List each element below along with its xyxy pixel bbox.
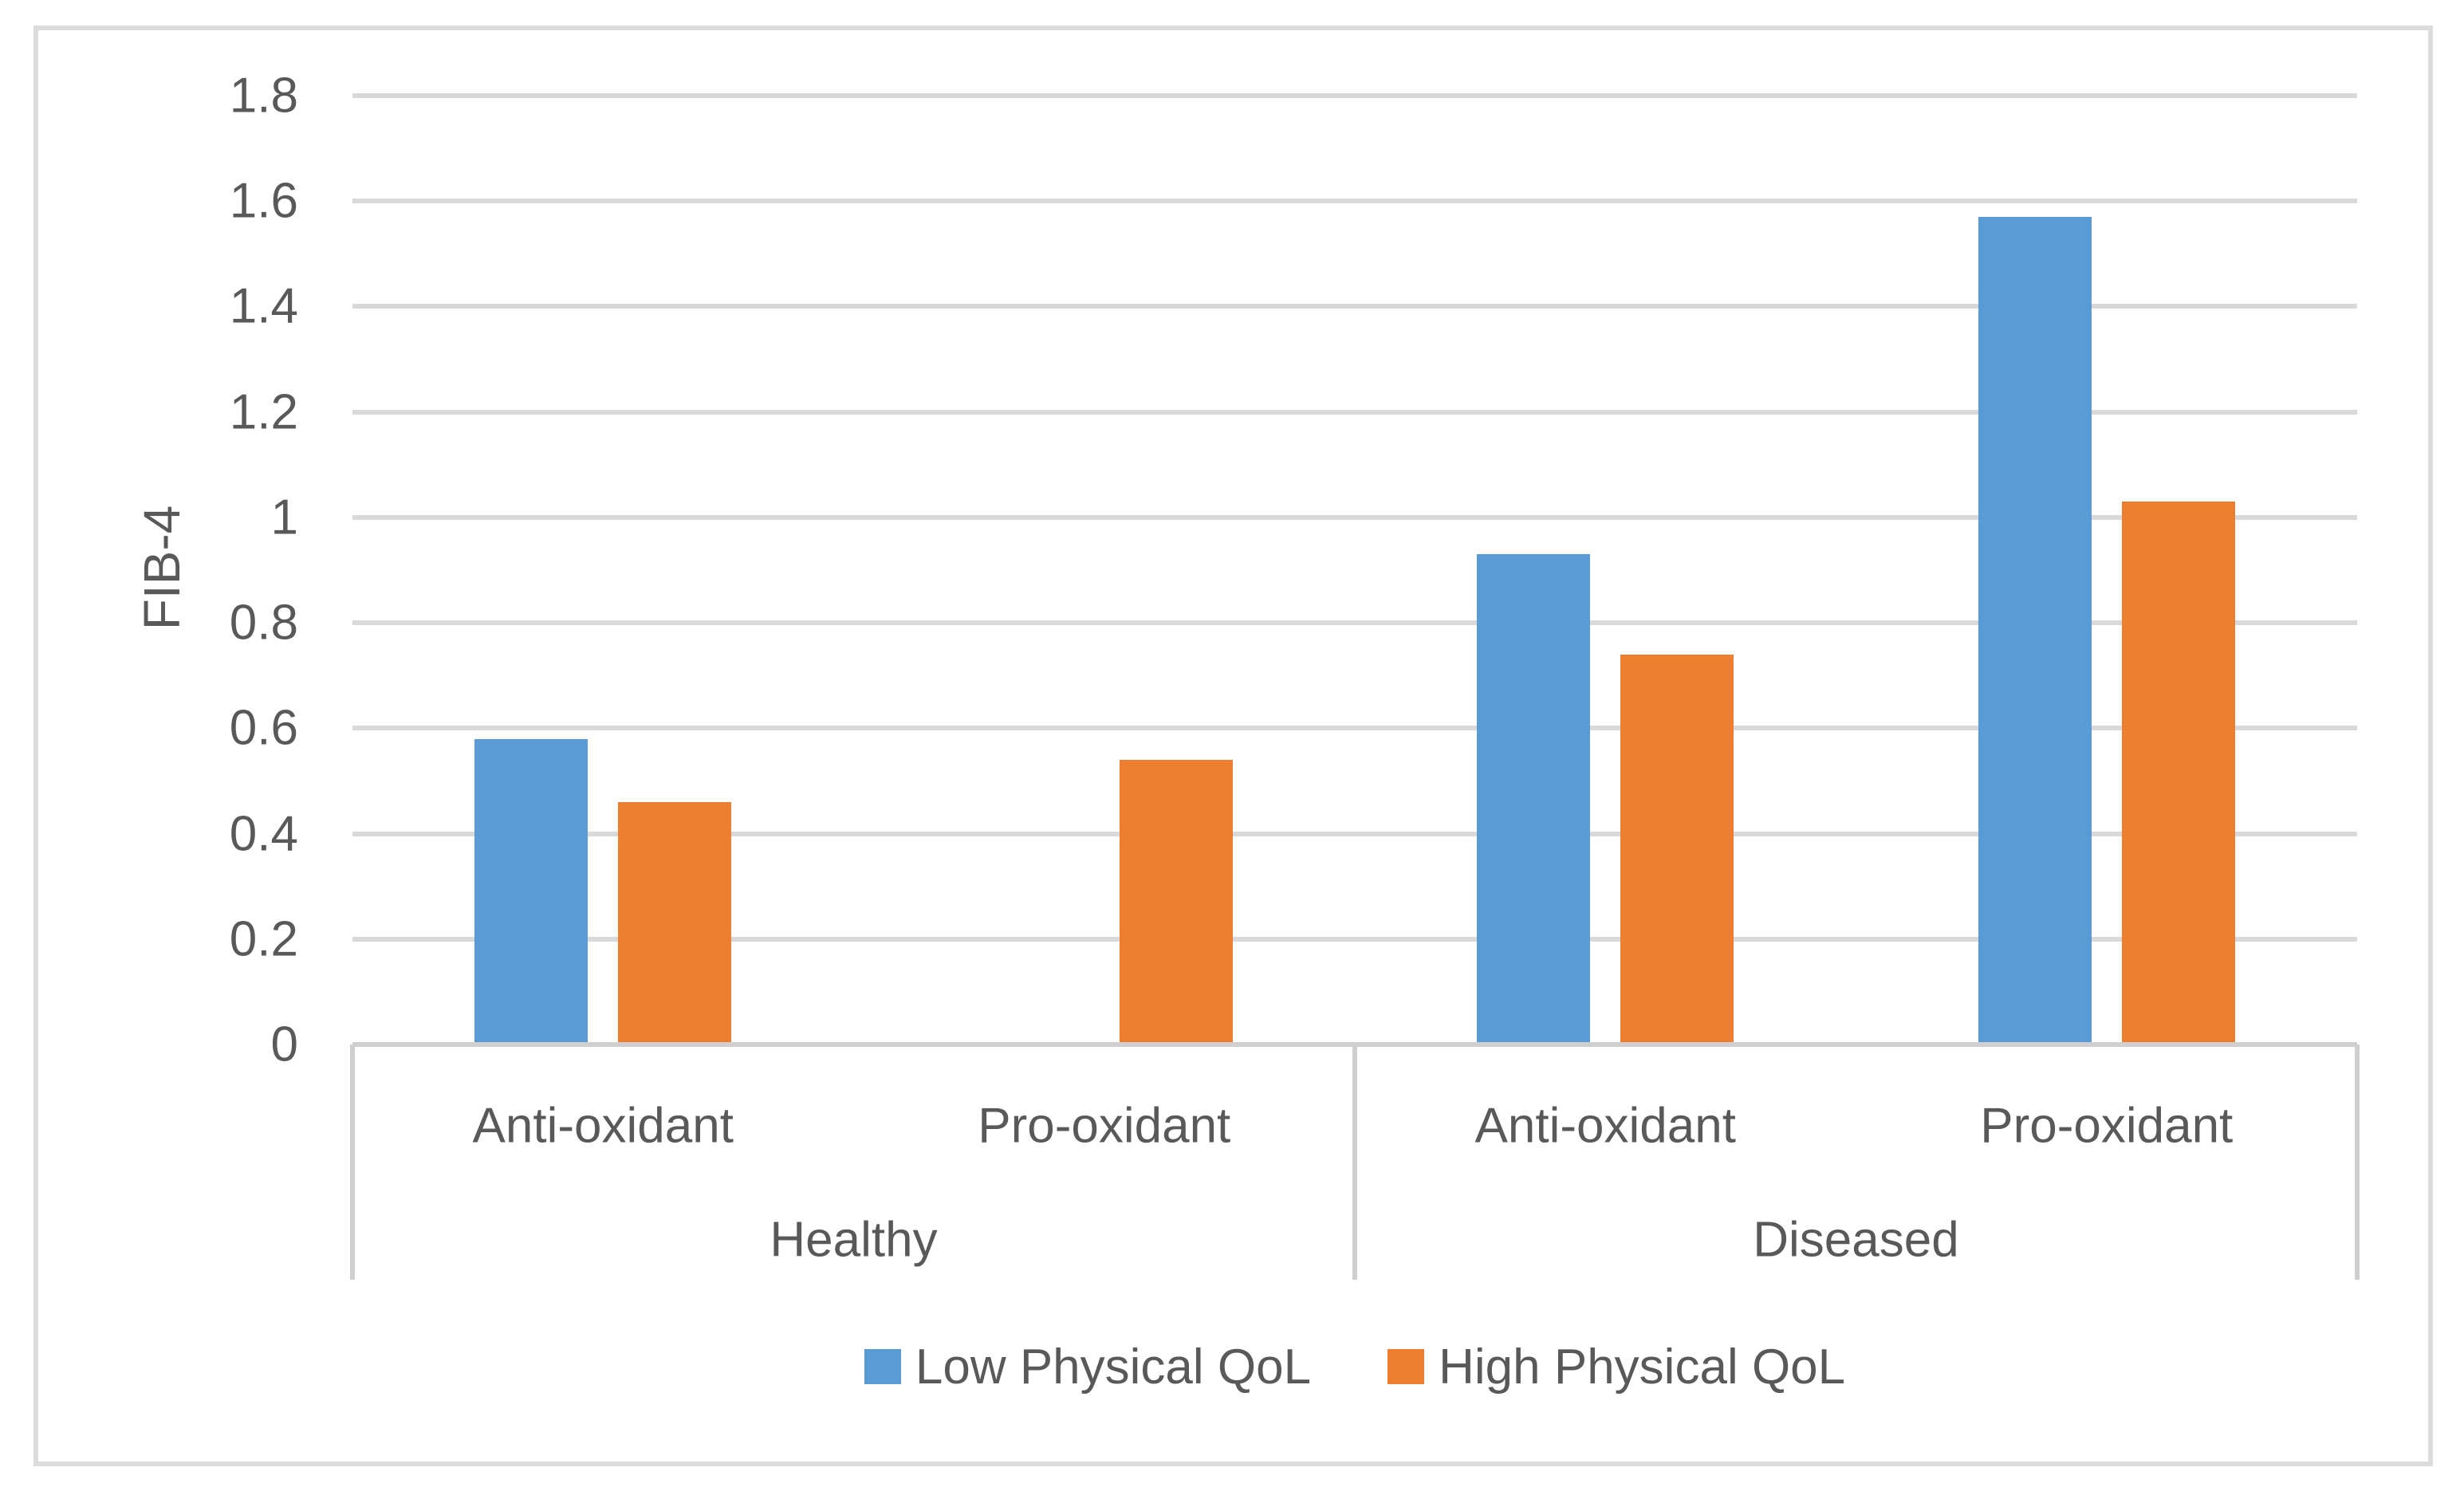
y-axis-tick-label: 0.8 bbox=[229, 595, 298, 651]
legend-item: Low Physical QoL bbox=[864, 1339, 1311, 1395]
y-axis-tick-label: 1.2 bbox=[229, 384, 298, 440]
bar-high-physical-qol-cat2 bbox=[1620, 654, 1734, 1045]
bar-high-physical-qol-cat0 bbox=[618, 801, 732, 1045]
bar-low-physical-qol-cat0 bbox=[474, 738, 588, 1045]
category-table-border bbox=[1352, 1045, 1357, 1280]
y-axis-tick-label: 1 bbox=[270, 490, 298, 545]
gridline bbox=[352, 199, 2357, 204]
gridline bbox=[352, 304, 2357, 309]
gridline bbox=[352, 936, 2357, 942]
bar-low-physical-qol-cat2 bbox=[1477, 554, 1591, 1045]
bar-low-physical-qol-cat3 bbox=[1978, 217, 2092, 1045]
legend-label: Low Physical QoL bbox=[915, 1339, 1312, 1395]
y-axis-tick-label: 0.4 bbox=[229, 806, 298, 862]
bar-high-physical-qol-cat1 bbox=[1119, 760, 1233, 1045]
group-label: Diseased bbox=[1753, 1212, 1959, 1268]
y-axis-tick-label: 0.6 bbox=[229, 700, 298, 756]
category-label: Anti-oxidant bbox=[1474, 1098, 1736, 1154]
y-axis-tick-label: 1.4 bbox=[229, 278, 298, 334]
gridline bbox=[352, 726, 2357, 731]
y-axis-tick-label: 0 bbox=[270, 1017, 298, 1072]
legend: Low Physical QoL High Physical QoL bbox=[352, 1333, 2357, 1400]
group-label: Healthy bbox=[770, 1212, 938, 1268]
legend-item: High Physical QoL bbox=[1387, 1339, 1845, 1395]
y-axis-tick-label: 1.8 bbox=[229, 68, 298, 124]
gridline bbox=[352, 620, 2357, 626]
y-axis-tick-label: 0.2 bbox=[229, 911, 298, 967]
gridline bbox=[352, 514, 2357, 520]
legend-marker-high-physical-qol bbox=[1387, 1349, 1425, 1384]
y-axis-tick-label: 1.6 bbox=[229, 173, 298, 229]
category-label: Anti-oxidant bbox=[472, 1098, 734, 1154]
category-label: Pro-oxidant bbox=[978, 1098, 1231, 1154]
category-table-border bbox=[350, 1045, 355, 1280]
bar-high-physical-qol-cat3 bbox=[2121, 502, 2235, 1045]
category-label: Pro-oxidant bbox=[1980, 1098, 2234, 1154]
gridline bbox=[352, 93, 2357, 98]
category-table-border bbox=[2355, 1045, 2360, 1280]
legend-label: High Physical QoL bbox=[1439, 1339, 1846, 1395]
gridline bbox=[352, 409, 2357, 415]
gridline bbox=[352, 831, 2357, 836]
legend-marker-low-physical-qol bbox=[864, 1349, 901, 1384]
